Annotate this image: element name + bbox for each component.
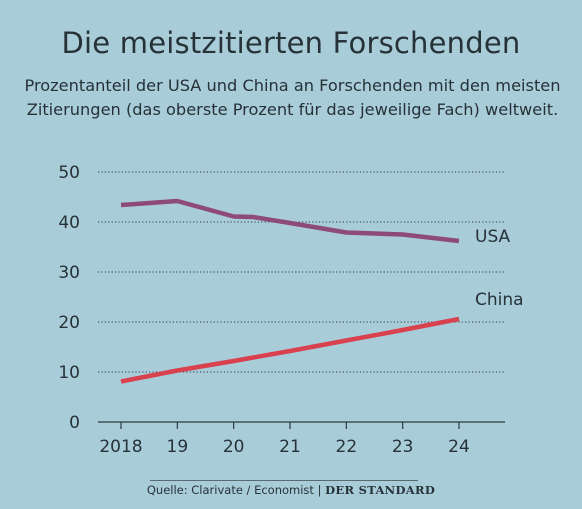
brand-logo: DER STANDARD	[325, 483, 436, 497]
x-tick-label: 23	[392, 437, 414, 457]
x-tick-label: 22	[336, 437, 358, 457]
x-tick-label: 24	[448, 437, 470, 457]
y-tick-label: 40	[58, 213, 80, 233]
x-tick-label: 21	[279, 437, 301, 457]
footer: Quelle: Clarivate / Economist | DER STAN…	[0, 483, 582, 497]
y-tick-label: 20	[58, 313, 80, 333]
series-line-usa	[120, 198, 460, 244]
y-tick-label: 30	[58, 263, 80, 283]
chart-title: Die meistzitierten Forschenden	[61, 26, 521, 60]
series-line-china	[120, 316, 460, 384]
x-tick-label: 2018	[99, 437, 142, 457]
x-tick-label: 20	[223, 437, 245, 457]
x-tick-label: 19	[167, 437, 189, 457]
source-text: Quelle: Clarivate / Economist |	[146, 483, 322, 497]
y-tick-label: 0	[69, 413, 80, 433]
y-tick-label: 50	[58, 163, 80, 183]
chart-subtitle: Prozentanteil der USA und China an Forsc…	[24, 76, 561, 119]
y-tick-label: 10	[58, 363, 80, 383]
series-label-china: China	[475, 290, 524, 310]
series-label-usa: USA	[475, 227, 511, 247]
footer-divider	[150, 480, 418, 481]
